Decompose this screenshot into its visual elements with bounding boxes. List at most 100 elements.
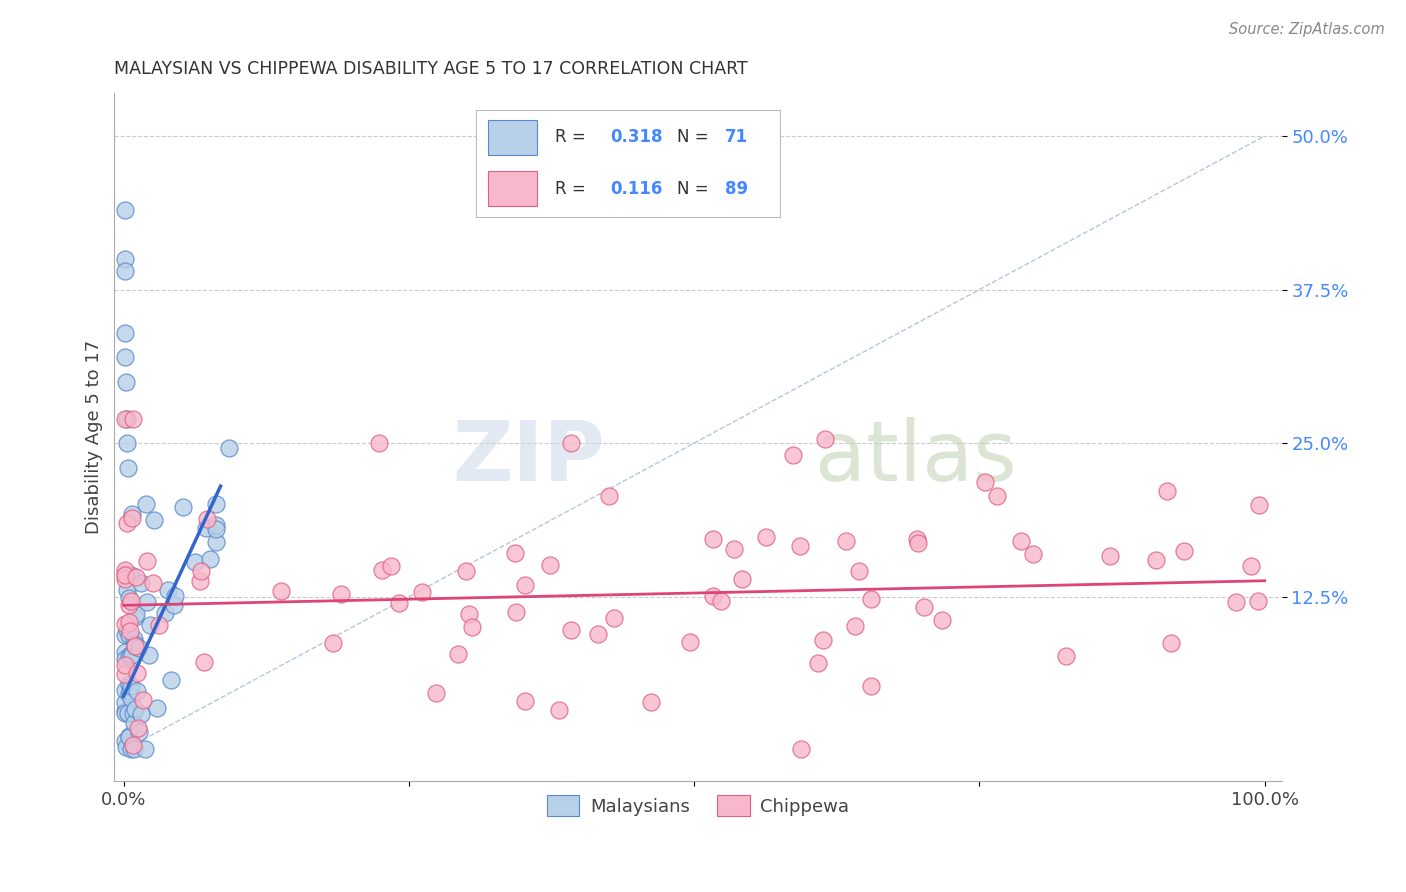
Point xyxy=(172,500,194,514)
Point xyxy=(598,489,620,503)
Point xyxy=(124,637,146,651)
Text: ZIP: ZIP xyxy=(453,417,605,498)
Point xyxy=(125,570,148,584)
Y-axis label: Disability Age 5 to 17: Disability Age 5 to 17 xyxy=(86,340,103,534)
Point xyxy=(859,679,882,693)
Point xyxy=(1173,544,1195,558)
Point xyxy=(505,605,527,619)
Point xyxy=(114,252,136,266)
Point xyxy=(188,574,211,589)
Point xyxy=(120,624,142,638)
Point xyxy=(117,706,139,720)
Point xyxy=(159,673,181,688)
Point xyxy=(454,564,477,578)
Text: atlas: atlas xyxy=(815,417,1017,498)
Point xyxy=(114,572,136,586)
Point xyxy=(679,635,702,649)
Point xyxy=(120,568,142,582)
Point xyxy=(114,350,136,364)
Point xyxy=(731,572,754,586)
Point xyxy=(127,683,149,698)
Point xyxy=(907,536,929,550)
Point xyxy=(807,656,830,670)
Point xyxy=(380,558,402,573)
Point xyxy=(1021,548,1043,562)
Point xyxy=(860,591,883,606)
Point xyxy=(118,687,141,701)
Point xyxy=(138,617,160,632)
Point xyxy=(124,640,146,654)
Point xyxy=(118,598,141,612)
Point xyxy=(114,567,136,582)
Point xyxy=(124,639,146,653)
Point xyxy=(114,695,136,709)
Point xyxy=(183,555,205,569)
Point xyxy=(127,721,149,735)
Point xyxy=(143,513,166,527)
Point xyxy=(117,649,139,664)
Point xyxy=(912,600,935,615)
Point xyxy=(114,705,136,719)
Point xyxy=(115,375,138,389)
Point xyxy=(114,264,136,278)
Point xyxy=(124,742,146,756)
Point xyxy=(1156,484,1178,499)
Point xyxy=(1247,593,1270,607)
Point xyxy=(124,607,146,621)
Point xyxy=(114,706,136,721)
Point xyxy=(114,564,136,578)
Point xyxy=(457,607,479,622)
Point xyxy=(121,511,143,525)
Point xyxy=(586,627,609,641)
Point xyxy=(122,632,145,646)
Point xyxy=(132,693,155,707)
Point xyxy=(1225,595,1247,609)
Point xyxy=(425,686,447,700)
Point xyxy=(142,575,165,590)
Point xyxy=(115,436,138,450)
Point xyxy=(114,628,136,642)
Point xyxy=(513,577,536,591)
Point xyxy=(538,558,561,572)
Point xyxy=(814,432,837,446)
Point xyxy=(547,703,569,717)
Point xyxy=(603,611,626,625)
Point xyxy=(513,694,536,708)
Point xyxy=(1160,636,1182,650)
Point xyxy=(118,730,141,744)
Point xyxy=(782,449,804,463)
Point xyxy=(114,568,136,582)
Point xyxy=(115,624,138,638)
Point xyxy=(218,441,240,455)
Point xyxy=(330,586,353,600)
Point xyxy=(114,734,136,748)
Point xyxy=(411,584,433,599)
Point xyxy=(120,647,142,661)
Point xyxy=(135,595,157,609)
Point xyxy=(120,679,142,693)
Point xyxy=(1099,549,1122,563)
Point xyxy=(120,742,142,756)
Point xyxy=(322,635,344,649)
Point xyxy=(136,554,159,568)
Point xyxy=(461,620,484,634)
Point xyxy=(205,522,228,536)
Point xyxy=(115,583,138,598)
Point xyxy=(986,489,1008,503)
Point xyxy=(1144,553,1167,567)
Point xyxy=(931,613,953,627)
Point xyxy=(115,411,138,425)
Point xyxy=(844,619,866,633)
Point xyxy=(114,683,136,698)
Point xyxy=(190,564,212,578)
Point xyxy=(138,648,160,662)
Point xyxy=(134,742,156,756)
Point xyxy=(193,655,215,669)
Point xyxy=(204,517,226,532)
Point xyxy=(789,539,811,553)
Point xyxy=(195,521,218,535)
Point xyxy=(195,512,218,526)
Point xyxy=(120,593,142,607)
Point xyxy=(125,666,148,681)
Point xyxy=(121,507,143,521)
